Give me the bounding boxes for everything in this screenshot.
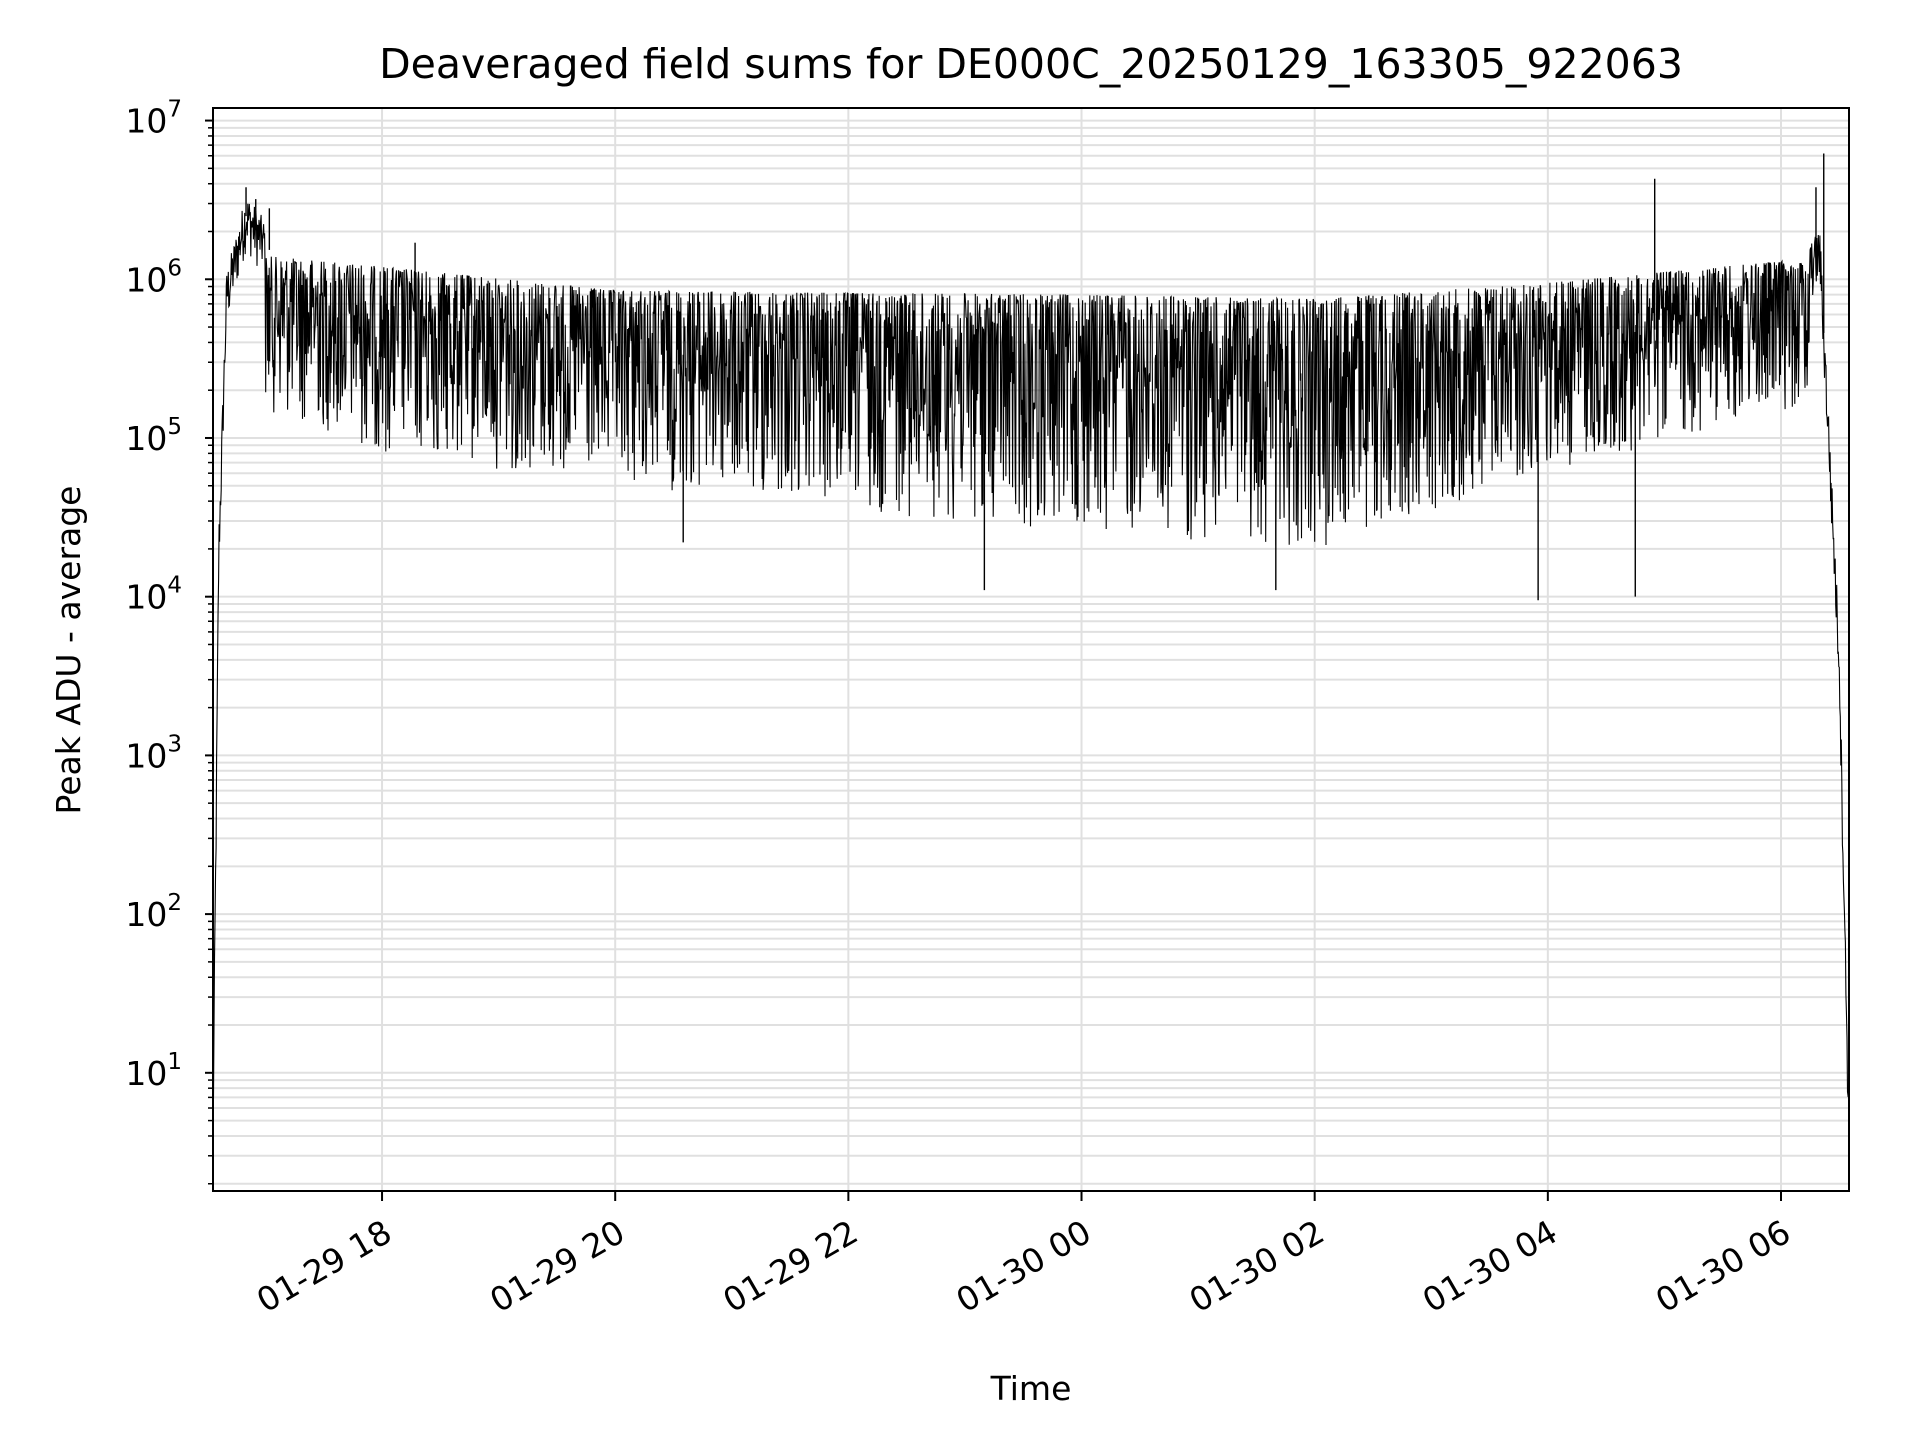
y-tick-exponent: 7 <box>167 97 182 123</box>
y-tick-exponent: 2 <box>167 890 182 916</box>
plot-frame <box>212 107 1850 1192</box>
y-tick-exponent: 3 <box>167 731 182 757</box>
y-tick-label: 102 <box>125 890 182 934</box>
x-tick-label: 01-29 20 <box>483 1212 631 1320</box>
x-tick-label: 01-29 22 <box>716 1212 864 1320</box>
y-tick-exponent: 4 <box>167 573 182 599</box>
y-tick-base: 10 <box>125 419 167 458</box>
y-tick-exponent: 5 <box>167 414 182 440</box>
y-tick-base: 10 <box>125 895 167 934</box>
x-tick-label: 01-29 18 <box>250 1212 398 1320</box>
y-tick-base: 10 <box>125 1054 167 1093</box>
x-tick-label: 01-30 00 <box>950 1212 1098 1320</box>
x-tick-label: 01-30 04 <box>1416 1212 1564 1320</box>
y-tick-label: 104 <box>125 573 182 617</box>
y-tick-base: 10 <box>125 736 167 775</box>
y-tick-label: 103 <box>125 731 182 775</box>
chart-title: Deaveraged field sums for DE000C_2025012… <box>379 40 1683 88</box>
x-tick-label: 01-30 06 <box>1649 1212 1797 1320</box>
series-layer <box>212 153 1850 1143</box>
y-tick-label: 101 <box>125 1049 182 1093</box>
grid-layer <box>213 108 1849 1191</box>
y-tick-exponent: 1 <box>167 1049 182 1075</box>
x-tick-label: 01-30 02 <box>1183 1212 1331 1320</box>
y-tick-label: 105 <box>125 414 182 458</box>
y-tick-exponent: 6 <box>167 255 182 281</box>
series-line <box>212 203 1850 1143</box>
y-tick-base: 10 <box>125 260 167 299</box>
y-axis-label: Peak ADU - average <box>49 486 88 815</box>
y-tick-base: 10 <box>125 102 167 141</box>
y-tick-label: 106 <box>125 255 182 299</box>
x-axis-label: Time <box>990 1369 1072 1408</box>
y-tick-label: 107 <box>125 97 182 141</box>
y-tick-base: 10 <box>125 578 167 617</box>
